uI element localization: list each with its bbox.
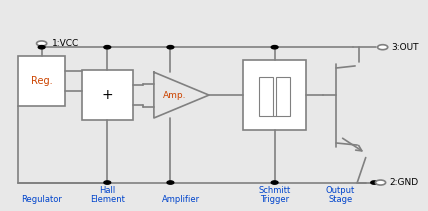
Text: Amp.: Amp.	[163, 91, 187, 100]
FancyBboxPatch shape	[259, 77, 273, 116]
Text: +: +	[101, 88, 113, 102]
Circle shape	[167, 46, 174, 49]
Circle shape	[271, 181, 278, 184]
Circle shape	[38, 46, 45, 49]
Circle shape	[375, 180, 386, 185]
Text: Element: Element	[90, 195, 125, 204]
Text: Stage: Stage	[328, 195, 352, 204]
Text: Trigger: Trigger	[260, 195, 289, 204]
Text: Hall: Hall	[99, 186, 116, 195]
Circle shape	[371, 181, 377, 184]
FancyBboxPatch shape	[243, 60, 306, 130]
Circle shape	[167, 181, 174, 184]
FancyBboxPatch shape	[82, 70, 133, 120]
Circle shape	[36, 41, 47, 46]
Text: Regulator: Regulator	[21, 195, 62, 204]
Text: Amplifier: Amplifier	[162, 195, 200, 204]
FancyBboxPatch shape	[276, 77, 290, 116]
FancyBboxPatch shape	[18, 55, 65, 106]
Text: Reg.: Reg.	[31, 76, 53, 85]
Circle shape	[271, 46, 278, 49]
Text: 1:VCC: 1:VCC	[52, 39, 80, 47]
Circle shape	[104, 46, 111, 49]
Text: 2:GND: 2:GND	[390, 178, 419, 187]
Text: Schmitt: Schmitt	[259, 186, 291, 195]
Text: 3:OUT: 3:OUT	[391, 43, 419, 52]
Circle shape	[104, 181, 111, 184]
Text: Output: Output	[326, 186, 355, 195]
Circle shape	[377, 45, 388, 50]
